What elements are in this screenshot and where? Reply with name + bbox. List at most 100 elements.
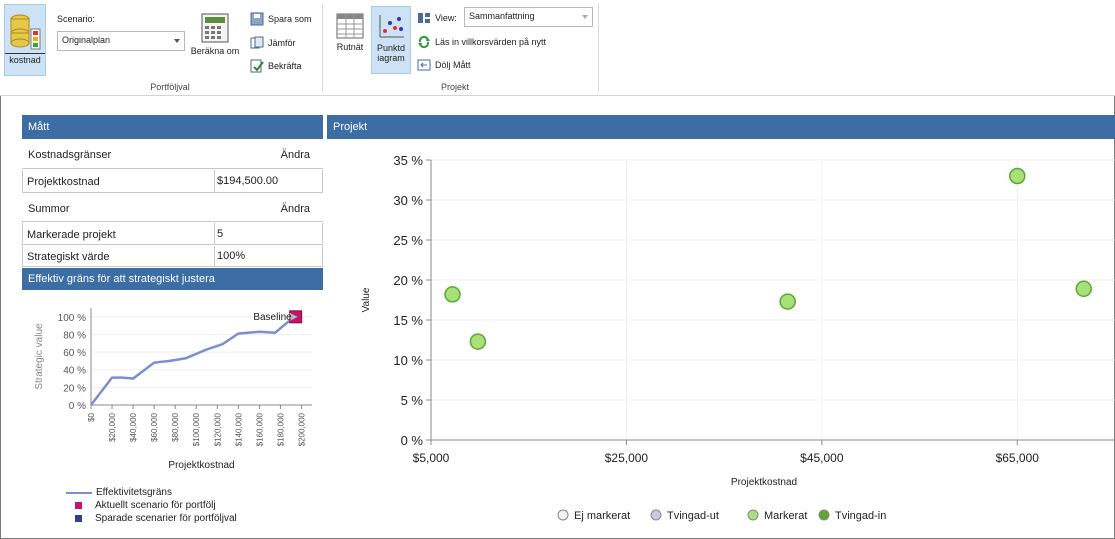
spara-som-button[interactable]: Spara som xyxy=(250,12,312,26)
x-tick-label: $45,000 xyxy=(800,451,844,465)
y-tick-label: 60 % xyxy=(63,348,86,359)
y-tick-label: 0 % xyxy=(401,433,424,448)
punktdiagram-label-2: iagram xyxy=(377,53,405,63)
group-label-portfolj: Portföljval xyxy=(150,82,190,92)
y-tick-label: 30 % xyxy=(393,193,423,208)
matt-row-label: Strategiskt värde xyxy=(27,251,110,263)
frontier-line xyxy=(90,318,292,406)
andra-link[interactable]: Ändra xyxy=(280,149,310,161)
dolj-matt-button[interactable]: Dölj Mått xyxy=(417,58,471,72)
kostnad-label: kostnad xyxy=(5,53,45,65)
check-icon xyxy=(250,59,264,73)
legend-label: Aktuellt scenario för portfölj xyxy=(95,500,216,511)
las-in-label: Läs in villkorsvärden på nytt xyxy=(435,37,547,47)
punktdiagram-label-1: Punktd xyxy=(376,43,406,53)
bekrafta-button[interactable]: Bekräfta xyxy=(250,59,302,73)
projekt-header: Projekt xyxy=(327,115,1115,139)
y-axis-title: Value xyxy=(361,287,372,312)
matt-row-label: Markerade projekt xyxy=(27,229,116,241)
data-point xyxy=(469,333,487,350)
y-tick-label: 0 % xyxy=(69,401,86,412)
legend-label: Tvingad-in xyxy=(835,510,886,522)
legend-label: Effektivitetsgräns xyxy=(96,487,172,498)
legend-marker xyxy=(747,509,759,521)
legend-marker xyxy=(557,509,569,521)
jamfor-button[interactable]: Jämför xyxy=(250,36,296,50)
data-point xyxy=(779,293,796,310)
x-tick-label: $100,000 xyxy=(192,412,201,446)
legend-item: Effektivitetsgräns xyxy=(66,486,237,499)
compare-icon xyxy=(250,36,264,49)
x-tick-label: $65,000 xyxy=(996,451,1040,465)
x-tick-label: $140,000 xyxy=(234,412,243,446)
matt-section-title: Kostnadsgränser xyxy=(28,149,112,161)
x-axis-title: Projektkostnad xyxy=(731,477,797,488)
dolj-matt-label: Dölj Mått xyxy=(435,60,471,70)
chevron-down-icon xyxy=(174,39,180,43)
frontier-legend: Effektivitetsgräns Aktuellt scenario för… xyxy=(66,486,237,525)
save-icon xyxy=(250,12,264,26)
data-point xyxy=(1009,167,1026,185)
y-tick-label: 80 % xyxy=(63,330,86,341)
coins-icon xyxy=(10,14,41,50)
x-tick-label: $0 xyxy=(87,412,96,421)
matt-row-label: Projektkostnad xyxy=(27,176,100,188)
matt-row-value: 5 xyxy=(217,228,224,240)
chevron-down-icon xyxy=(582,15,588,19)
y-tick-label: 15 % xyxy=(393,313,423,328)
group-separator xyxy=(598,4,599,92)
matt-row-divider xyxy=(214,246,215,266)
legend-line-swatch xyxy=(66,491,92,494)
refresh-icon xyxy=(418,35,430,49)
matt-header-title: Mått xyxy=(28,121,50,133)
rutnat-button[interactable]: Rutnät xyxy=(330,12,370,62)
spara-som-label: Spara som xyxy=(268,14,312,24)
x-tick-label: $120,000 xyxy=(213,412,222,446)
scenario-select[interactable]: Originalplan xyxy=(57,31,185,51)
baseline-label: Baseline xyxy=(253,312,292,323)
scatter-chart-icon xyxy=(379,15,404,38)
x-axis-title: Projektkostnad xyxy=(168,460,234,471)
x-tick-label: $5,000 xyxy=(413,451,450,465)
matt-row-divider xyxy=(214,170,215,192)
las-in-button[interactable]: Läs in villkorsvärden på nytt xyxy=(417,35,546,49)
x-tick-label: $40,000 xyxy=(129,412,138,441)
legend-square-swatch xyxy=(75,502,82,509)
jamfor-label: Jämför xyxy=(268,38,296,48)
view-control: View: xyxy=(417,11,457,25)
x-tick-label: $80,000 xyxy=(171,412,180,441)
data-point xyxy=(1075,280,1092,298)
x-tick-label: $20,000 xyxy=(108,412,117,441)
view-icon xyxy=(418,13,430,23)
projekt-scatter-chart: 0 % 5 % 10 % 15 % 20 % 25 % 30 % 35 % $5,000 $25,… xyxy=(361,153,1115,522)
y-tick-label: 35 % xyxy=(393,153,423,168)
rutnat-label: Rutnät xyxy=(336,42,364,52)
berakna-om-label: Beräkna om xyxy=(190,46,240,56)
bekrafta-label: Bekräfta xyxy=(268,61,302,71)
projekt-header-title: Projekt xyxy=(333,121,368,133)
group-label-projekt: Projekt xyxy=(440,82,469,92)
legend-marker xyxy=(818,509,830,521)
legend-label: Tvingad-ut xyxy=(667,510,719,522)
matt-row-value: 100% xyxy=(217,250,246,262)
scenario-value: Originalplan xyxy=(62,35,111,45)
matt-row-value: $194,500.00 xyxy=(217,175,279,187)
berakna-om-button[interactable]: Beräkna om xyxy=(190,12,240,62)
kostnad-button[interactable]: kostnad xyxy=(4,4,46,76)
calculator-icon xyxy=(201,13,229,43)
view-select[interactable]: Sammanfattning xyxy=(464,7,593,27)
matt-row-divider xyxy=(214,223,215,244)
matt-section-kostnadsgranser: Kostnadsgränser Ändra xyxy=(22,141,323,169)
view-value: Sammanfattning xyxy=(469,11,535,21)
andra-link[interactable]: Ändra xyxy=(280,203,310,215)
y-tick-label: 40 % xyxy=(63,366,86,377)
x-tick-label: $60,000 xyxy=(150,412,159,441)
data-point xyxy=(444,286,461,303)
punktdiagram-button[interactable]: Punktd iagram xyxy=(371,6,411,74)
grid-icon xyxy=(336,13,364,39)
legend-item: Aktuellt scenario för portfölj xyxy=(66,499,237,512)
legend-square-swatch xyxy=(75,515,82,522)
matt-header: Mått xyxy=(22,115,323,139)
y-tick-label: 10 % xyxy=(393,353,423,368)
y-tick-label: 100 % xyxy=(58,313,86,324)
